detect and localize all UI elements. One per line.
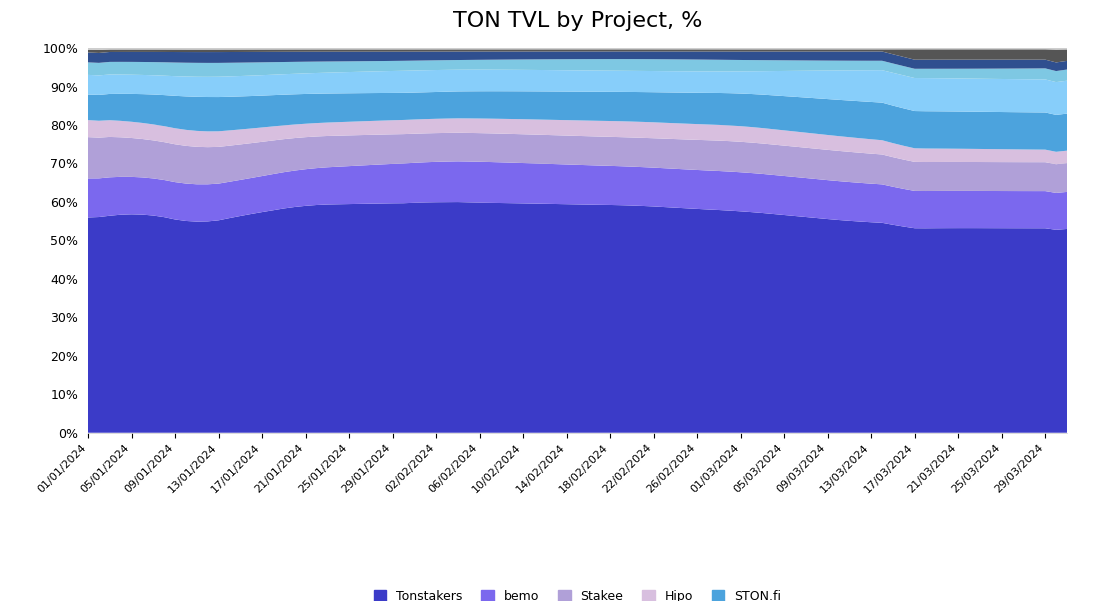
Title: TON TVL by Project, %: TON TVL by Project, % (453, 11, 702, 31)
